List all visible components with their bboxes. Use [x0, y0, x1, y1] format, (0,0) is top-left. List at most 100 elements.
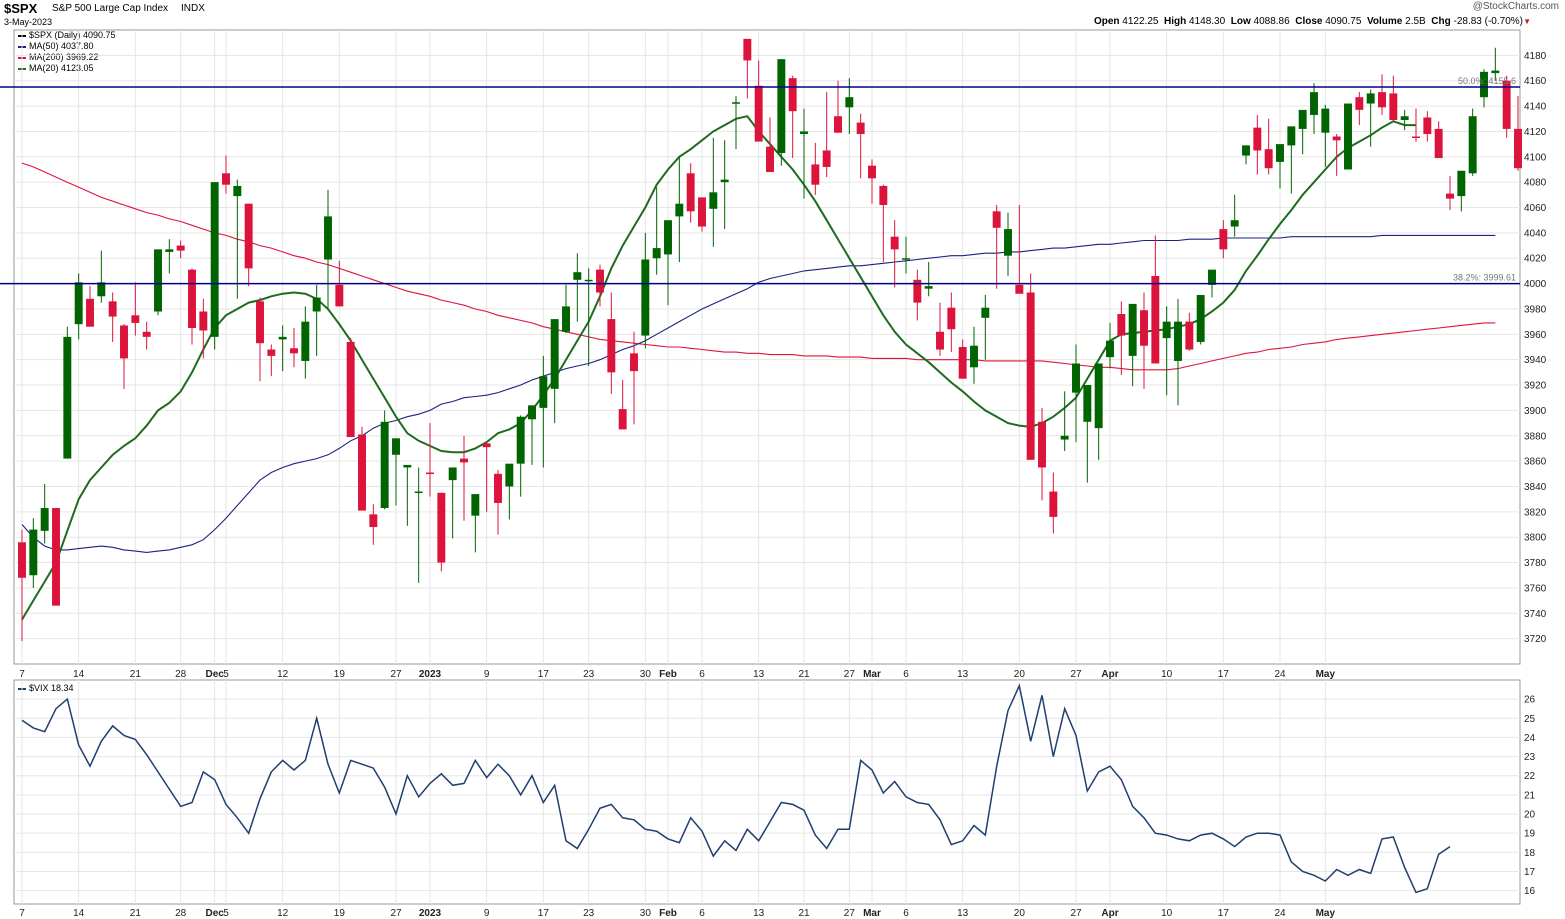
price-x-tick-label: 5	[223, 669, 229, 680]
ma50-line	[21, 234, 1496, 553]
vix-y-tick-label: 21	[1524, 790, 1536, 801]
candle-body	[890, 236, 899, 250]
quote-line: Open 4122.25 High 4148.30 Low 4088.86 Cl…	[1094, 16, 1523, 27]
candle-body	[766, 146, 774, 173]
candle-body	[460, 458, 468, 463]
candle-body	[1457, 170, 1466, 197]
price-y-tick-label: 3740	[1524, 609, 1547, 620]
low-value: 4088.86	[1253, 16, 1290, 27]
candle-body	[709, 192, 718, 209]
legend-ma50-text: MA(50) 4037.80	[29, 41, 94, 51]
chart-date: 3-May-2023	[4, 17, 53, 27]
candle-body	[618, 409, 627, 430]
price-y-tick-label: 3920	[1524, 381, 1547, 392]
vix-x-tick-label: 6	[699, 908, 705, 919]
candle-body	[120, 325, 128, 359]
candle-body	[482, 443, 491, 448]
price-x-tick-label: 6	[699, 669, 705, 680]
vix-y-tick-label: 25	[1524, 714, 1536, 725]
candle-body	[1242, 145, 1250, 156]
vix-x-tick-label: 28	[175, 908, 187, 919]
candle-body	[1468, 116, 1477, 174]
candle-body	[1106, 340, 1114, 358]
price-x-tick-label: 21	[130, 669, 142, 680]
vix-y-tick-label: 20	[1524, 810, 1536, 821]
copyright: @StockCharts.com	[1472, 1, 1559, 12]
candle-body	[1196, 295, 1205, 342]
candle-body	[63, 336, 72, 459]
price-y-tick-label: 4040	[1524, 228, 1547, 239]
vix-x-tick-label: Feb	[659, 908, 677, 919]
candle-body	[788, 78, 797, 112]
vix-y-tick-label: 24	[1524, 733, 1536, 744]
vix-x-tick-label: 21	[130, 908, 142, 919]
price-x-tick-label: Dec	[205, 669, 224, 680]
vix-x-tick-label: Mar	[863, 908, 881, 919]
candle-body	[1219, 229, 1228, 250]
candle-body	[1378, 92, 1386, 108]
candle-body	[346, 341, 355, 438]
price-x-tick-label: 13	[753, 669, 765, 680]
candle-body	[924, 286, 933, 289]
candle-body	[584, 279, 593, 282]
candle-body	[539, 376, 548, 408]
candle-body	[652, 248, 661, 259]
vix-y-tick-label: 16	[1524, 886, 1536, 897]
candle-body	[992, 211, 1001, 228]
candle-body	[1060, 435, 1069, 440]
candle-body	[958, 347, 967, 379]
legend-ma200-swatch	[18, 56, 26, 59]
vix-y-tick-label: 19	[1524, 829, 1536, 840]
chart-exchange: INDX	[181, 3, 205, 14]
price-y-tick-label: 3900	[1524, 406, 1547, 417]
candle-body	[324, 216, 332, 260]
candle-body	[131, 315, 140, 323]
candle-body	[1502, 80, 1511, 129]
chart-name: S&P 500 Large Cap Index	[52, 3, 169, 14]
candle-body	[686, 173, 695, 212]
vix-x-tick-label: 23	[583, 908, 595, 919]
candle-body	[1230, 220, 1239, 227]
candle-body	[834, 116, 842, 133]
candle-body	[74, 282, 83, 325]
vix-y-tick-label: 17	[1524, 867, 1536, 878]
vix-x-tick-label: 30	[640, 908, 652, 919]
candle-body	[732, 102, 740, 104]
candle-body	[1117, 314, 1126, 336]
vix-x-tick-label: 21	[798, 908, 810, 919]
vix-y-tick-label: 18	[1524, 848, 1536, 859]
candle-body	[414, 491, 423, 494]
price-x-tick-label: 27	[844, 669, 856, 680]
candle-body	[380, 421, 389, 509]
candle-body	[1094, 363, 1103, 429]
candle-body	[176, 245, 185, 251]
ma20-line	[21, 115, 1416, 621]
price-x-tick-label: 27	[390, 669, 402, 680]
price-x-tick-label: Mar	[863, 669, 881, 680]
candle-body	[1049, 491, 1058, 517]
candle-body	[1412, 136, 1420, 139]
candle-body	[1072, 363, 1080, 393]
legend-ma200: MA(200) 3969.22	[18, 52, 99, 62]
price-y-tick-label: 4120	[1524, 127, 1547, 138]
candle-body	[800, 131, 808, 134]
candle-body	[1026, 292, 1035, 460]
price-x-tick-label: Apr	[1101, 669, 1118, 680]
candle-body	[18, 542, 26, 578]
candle-body	[369, 514, 378, 528]
close-label: Close	[1295, 16, 1323, 27]
ma200-line	[21, 162, 1496, 371]
price-y-tick-label: 4000	[1524, 279, 1547, 290]
volume-value: 2.5B	[1405, 16, 1426, 27]
price-x-tick-label: 17	[538, 669, 550, 680]
candle-body	[675, 203, 684, 217]
candle-body	[879, 185, 888, 205]
vix-line	[21, 683, 1451, 894]
price-x-tick-label: 2023	[419, 669, 442, 680]
price-x-tick-label: 23	[583, 669, 595, 680]
vix-x-tick-label: May	[1316, 908, 1336, 919]
price-y-tick-label: 3960	[1524, 330, 1547, 341]
chg-label: Chg	[1431, 16, 1451, 27]
volume-label: Volume	[1366, 16, 1403, 27]
